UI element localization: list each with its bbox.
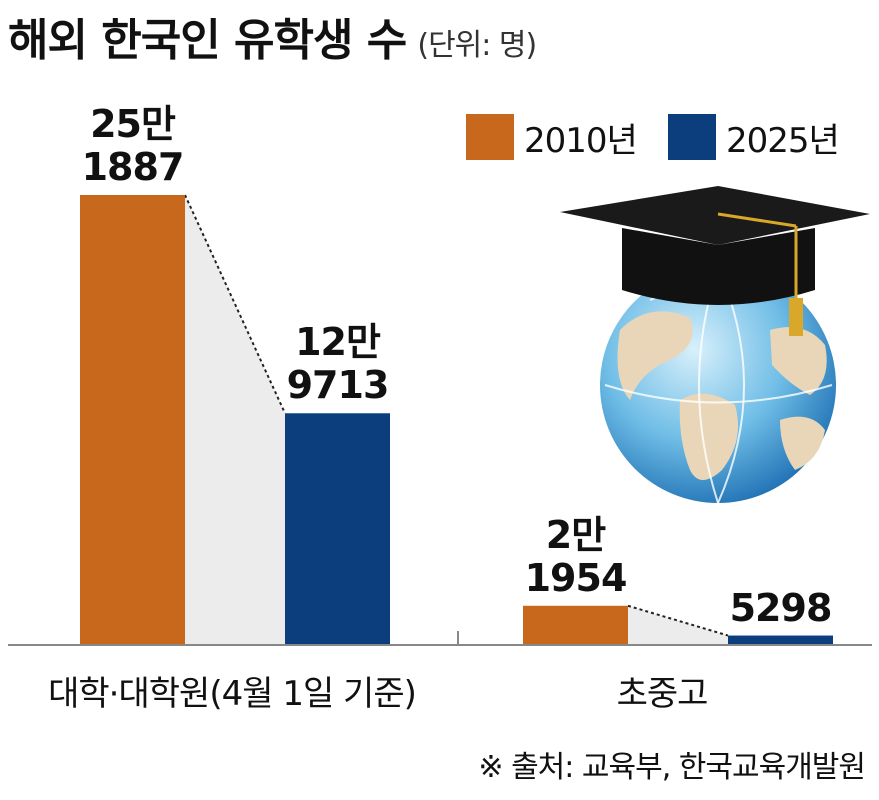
legend-item-2025: 2025년	[668, 112, 840, 162]
connector-shade	[628, 605, 728, 645]
bar-2010-cat0	[80, 195, 185, 645]
legend-label-2010: 2010년	[524, 120, 638, 161]
bar-2010-cat1	[523, 605, 628, 645]
title-row: 해외 한국인 유학생 수 (단위: 명)	[8, 4, 537, 68]
graduation-cap-globe-icon	[560, 186, 870, 504]
category-label: 초중고	[616, 674, 709, 714]
legend-swatch-2025	[668, 114, 716, 160]
value-label: 2만 1954	[524, 512, 628, 600]
value-label: 5298	[729, 585, 833, 630]
legend-label-2025: 2025년	[726, 120, 840, 161]
connector-dotted-line	[184, 194, 286, 414]
unit-label: (단위: 명)	[417, 28, 537, 63]
legend-item-2010: 2010년	[466, 112, 638, 162]
bar-2025-cat0	[285, 413, 390, 645]
connector-shade	[185, 195, 285, 645]
value-label: 12만 9713	[286, 320, 390, 408]
bar-2025-cat1	[728, 635, 833, 645]
value-label: 25만 1887	[81, 102, 185, 189]
legend-swatch-2010	[466, 114, 514, 160]
category-label: 대학·대학원(4월 1일 기준)	[48, 674, 417, 714]
chart-title: 해외 한국인 유학생 수	[8, 15, 407, 66]
graduation-cap-icon	[560, 186, 870, 245]
source-note: ※ 출처: 교육부, 한국교육개발원	[478, 750, 866, 785]
connector-dotted-line	[627, 604, 729, 637]
